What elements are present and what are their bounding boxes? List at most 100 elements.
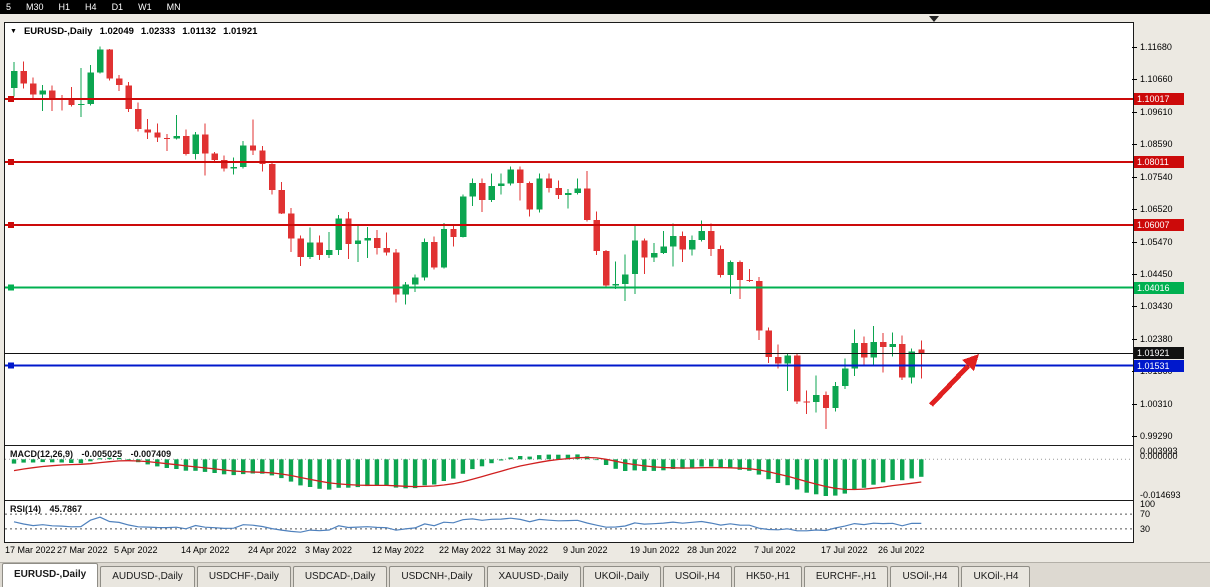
chart-tab[interactable]: EURCHF-,H1	[803, 566, 889, 587]
price-axis[interactable]: 0.003993 0.000000 -0.014693 100 70 30 1.…	[1132, 0, 1210, 560]
timeframe-button[interactable]: MN	[166, 2, 181, 12]
timeframe-button[interactable]: H4	[85, 2, 97, 12]
candle	[297, 238, 304, 257]
macd-histogram-bar	[307, 459, 313, 487]
macd-histogram-bar	[670, 459, 676, 469]
timeframe-button[interactable]: W1	[138, 2, 152, 12]
date-label: 5 Apr 2022	[114, 545, 158, 555]
rsi-axis-100: 100	[1140, 499, 1156, 509]
chart-tab[interactable]: UKOil-,Daily	[582, 566, 661, 587]
candle	[316, 242, 323, 256]
date-label: 24 Apr 2022	[248, 545, 297, 555]
price-tag: 1.04016	[1134, 282, 1184, 294]
price-axis-tick	[1132, 306, 1137, 307]
candle	[77, 104, 85, 106]
price-tag: 1.01531	[1134, 360, 1184, 372]
macd-axis-max: 0.003993	[1140, 446, 1178, 456]
date-label: 14 Apr 2022	[181, 545, 230, 555]
chart-tab[interactable]: USOil-,H4	[890, 566, 960, 587]
macd-indicator-label: MACD(12,26,9) -0.005025 -0.007409	[10, 449, 177, 459]
candle	[603, 251, 610, 286]
chart-window	[4, 22, 1134, 543]
rsi-line	[13, 516, 922, 533]
price-axis-label: 1.09610	[1140, 107, 1173, 117]
candle	[660, 246, 667, 254]
macd-histogram-bar	[355, 459, 360, 488]
macd-histogram-bar	[814, 459, 819, 495]
candle	[221, 160, 228, 169]
macd-histogram-bar	[527, 456, 532, 460]
candle	[326, 250, 333, 255]
chart-tab[interactable]: USDCHF-,Daily	[196, 566, 291, 587]
macd-histogram-bar	[212, 459, 217, 473]
date-label: 28 Jun 2022	[687, 545, 737, 555]
macd-histogram-bar	[785, 459, 790, 486]
macd-histogram-bar	[537, 455, 542, 460]
trend-arrow-annotation[interactable]	[929, 354, 979, 407]
candle	[144, 129, 152, 133]
macd-histogram-bar	[30, 459, 36, 463]
macd-histogram-bar	[288, 459, 294, 482]
chart-tab[interactable]: AUDUSD-,Daily	[100, 566, 195, 587]
candle	[650, 253, 658, 258]
candle	[488, 186, 495, 200]
candle	[459, 196, 467, 237]
macd-histogram-bar	[393, 459, 399, 488]
candle	[765, 330, 772, 357]
candle	[182, 136, 190, 154]
chart-tab[interactable]: EURUSD-,Daily	[2, 563, 99, 587]
candle	[383, 247, 390, 253]
candle	[373, 237, 381, 248]
macd-histogram-bar	[403, 459, 408, 489]
macd-histogram-bar	[909, 459, 914, 479]
macd-histogram-bar	[565, 454, 571, 460]
candle	[564, 192, 572, 195]
macd-histogram-bar	[336, 459, 341, 488]
timeframe-button[interactable]: H1	[58, 2, 71, 12]
price-chart-canvas[interactable]	[5, 23, 1133, 445]
time-axis[interactable]: 17 Mar 2022 27 Mar 2022 5 Apr 2022 14 Apr 2…	[4, 544, 1132, 560]
macd-histogram-bar	[241, 459, 246, 475]
chart-tab[interactable]: USOil-,H4	[662, 566, 732, 587]
macd-histogram-bar	[900, 459, 905, 481]
rsi-panel-canvas[interactable]	[5, 500, 1133, 542]
candle	[402, 284, 409, 295]
chart-tab[interactable]: USDCNH-,Daily	[389, 566, 485, 587]
dropdown-arrow-icon: ▼	[10, 28, 17, 35]
macd-histogram-bar	[327, 459, 332, 490]
macd-panel-canvas[interactable]	[5, 445, 1133, 500]
candle	[173, 136, 180, 139]
chart-tab[interactable]: UKOil-,H4	[961, 566, 1031, 587]
chart-tab[interactable]: HK50-,H1	[733, 566, 802, 587]
macd-histogram-bar	[880, 459, 886, 483]
price-axis-tick	[1132, 209, 1137, 210]
macd-histogram-bar	[919, 459, 924, 477]
timeframe-button[interactable]: M30	[26, 2, 44, 12]
candle	[880, 341, 887, 347]
candle	[393, 252, 400, 295]
timeframe-button[interactable]: D1	[111, 2, 124, 12]
macd-histogram-bar	[718, 459, 723, 469]
macd-histogram-bar	[890, 459, 895, 480]
chart-tab[interactable]: XAUUSD-,Daily	[486, 566, 581, 587]
close-value: 1.01921	[223, 26, 258, 37]
chart-tab[interactable]: USDCAD-,Daily	[292, 566, 388, 587]
timeframe-button[interactable]: 5	[6, 2, 12, 12]
candle	[622, 274, 629, 284]
candle	[679, 235, 686, 250]
macd-histogram-bar	[69, 459, 74, 463]
rsi-axis-30: 30	[1140, 524, 1151, 534]
candle	[278, 190, 285, 214]
macd-histogram-bar	[231, 459, 236, 476]
date-label: 3 May 2022	[305, 545, 353, 555]
candle	[230, 167, 238, 169]
candle	[593, 219, 600, 251]
macd-histogram-bar	[594, 459, 599, 461]
macd-histogram-bar	[183, 459, 189, 471]
high-value: 1.02333	[140, 26, 176, 37]
date-label: 26 Jul 2022	[878, 545, 925, 555]
candle	[670, 235, 677, 247]
candle	[908, 351, 916, 378]
candle	[450, 229, 457, 237]
candle	[354, 240, 362, 245]
